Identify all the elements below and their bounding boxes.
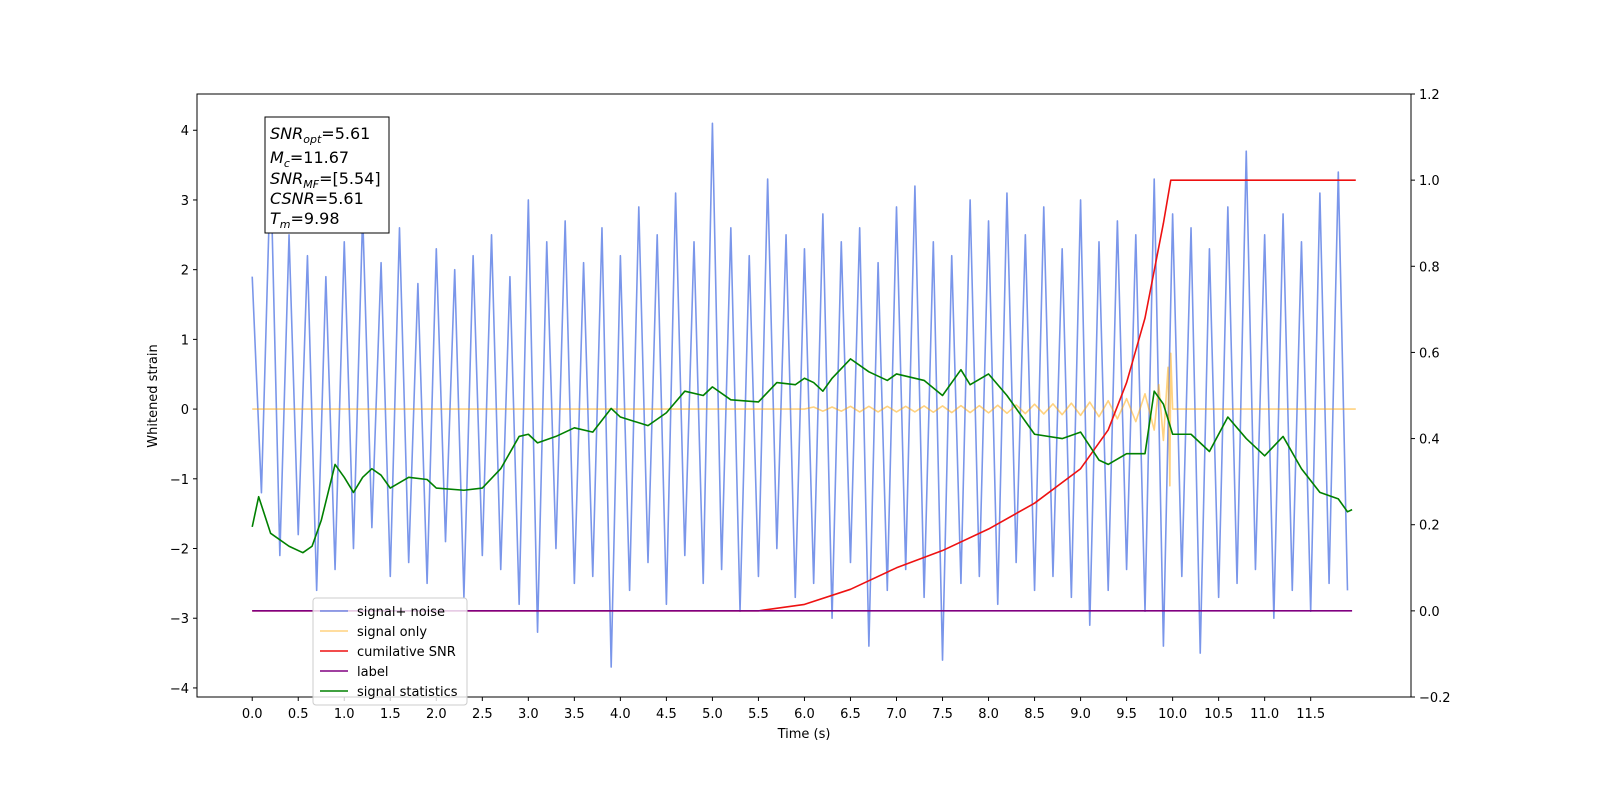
x-tick-label: 1.0 [334,707,355,722]
annotation-line: SNRopt=5.61 [270,124,370,146]
y2-tick-label: −0.2 [1419,691,1451,706]
legend-frame [312,597,468,706]
series-line [252,179,1356,612]
legend-label: signal statistics [357,685,458,700]
legend: signal+ noise signal only cumilative SNR la… [312,597,468,706]
annotation-symbol: T [270,209,281,228]
annotation-line: CSNR=5.61 [270,189,364,208]
x-tick-label: 11.0 [1250,707,1279,722]
annotation-line: Tm=9.98 [270,209,340,231]
annotation-symbol: CSNR [270,189,315,208]
y-tick-label: 4 [181,124,189,139]
series-line [251,122,1349,668]
y-tick-label: −1 [170,473,189,488]
x-tick-label: 9.5 [1116,707,1137,722]
y-tick-label: 2 [181,264,189,279]
annotation-text: =11.67 [290,148,349,167]
x-tick-label: 0.5 [288,707,309,722]
legend-label: signal+ noise [357,605,445,620]
x-tick-label: 1.5 [380,707,401,722]
x-tick-label: 4.5 [656,707,677,722]
x-tick-label: 0.0 [242,707,263,722]
annotation-line: Mc=11.67 [270,148,349,170]
x-tick-label: 3.0 [518,707,539,722]
y2-tick-label: 0.6 [1419,346,1440,361]
x-tick-label: 9.0 [1070,707,1091,722]
y2-tick-label: 0.2 [1419,519,1440,534]
annotation-text: =9.98 [291,209,340,228]
x-tick-label: 2.5 [472,707,493,722]
y-tick-label: 3 [181,194,189,209]
x-axis-label: Time (s) [777,727,831,742]
x-tick-label: 4.0 [610,707,631,722]
annotation-symbol: M [270,148,284,167]
y-tick-label: 0 [181,403,189,418]
y2-tick-label: 0.0 [1419,605,1440,620]
legend-label: cumilative SNR [357,645,456,660]
series-line [252,352,1356,487]
x-tick-label: 5.5 [748,707,769,722]
annotation-frame [264,116,390,234]
x-tick-label: 8.0 [978,707,999,722]
annotation-subscript: c [284,157,290,170]
x-tick-label: 6.5 [840,707,861,722]
y-tick-label: −2 [170,543,189,558]
annotation-subscript: MF [303,178,319,191]
y2-tick-label: 1.0 [1419,174,1440,189]
y-tick-label: −4 [170,682,189,697]
annotation-subscript: opt [303,133,322,146]
x-tick-label: 10.5 [1204,707,1233,722]
annotation-text: =[5.54] [319,169,381,188]
y2-tick-label: 0.8 [1419,260,1440,275]
x-tick-label: 2.0 [426,707,447,722]
legend-label: signal only [357,625,427,640]
x-tick-label: 11.5 [1296,707,1325,722]
x-tick-label: 5.0 [702,707,723,722]
y2-tick-label: 1.2 [1419,88,1440,103]
y-tick-label: −3 [170,612,189,627]
legend-label: label [357,665,388,680]
annotation-text: =5.61 [315,189,364,208]
x-tick-label: 10.0 [1158,707,1187,722]
y-tick-label: 1 [181,333,189,348]
annotation-line: SNRMF=[5.54] [270,169,381,191]
series-line [251,358,1353,554]
y2-tick-label: 0.4 [1419,433,1440,448]
annotation-symbol: SNR [270,124,303,143]
x-tick-label: 6.0 [794,707,815,722]
x-tick-label: 7.0 [886,707,907,722]
x-tick-label: 8.5 [1024,707,1045,722]
y-axis-label: Whitened strain [146,344,161,447]
plot-frame [196,93,1412,698]
annotation-subscript: m [280,218,291,231]
annotation-text: =5.61 [321,124,370,143]
annotation-box: SNRopt=5.61Mc=11.67SNRMF=[5.54]CSNR=5.61… [264,116,390,234]
annotation-symbol: SNR [270,169,303,188]
x-tick-label: 3.5 [564,707,585,722]
x-tick-label: 7.5 [932,707,953,722]
